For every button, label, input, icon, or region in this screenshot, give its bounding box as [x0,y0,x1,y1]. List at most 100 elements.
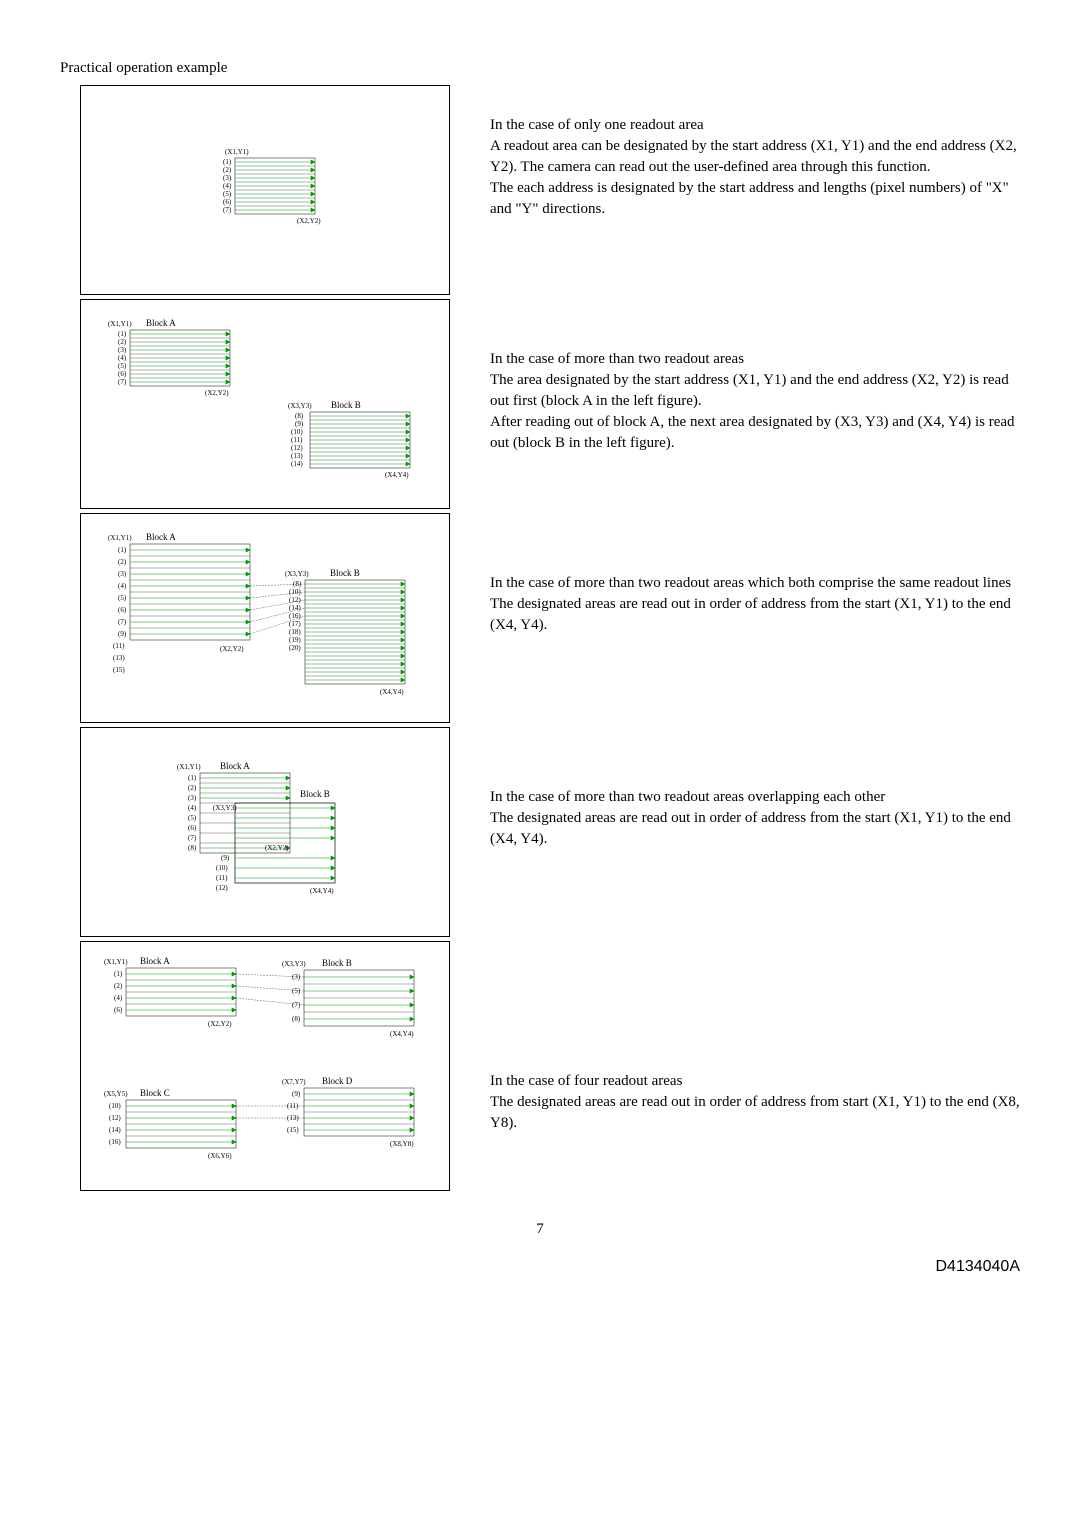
svg-text:(8): (8) [292,1015,301,1023]
doc-code: D4134040A [60,1258,1020,1276]
svg-text:(X3,Y3): (X3,Y3) [282,960,306,968]
svg-text:(1): (1) [118,546,127,554]
svg-text:(13): (13) [113,654,125,662]
svg-text:(13): (13) [287,1114,299,1122]
svg-text:(8): (8) [295,412,304,420]
svg-text:(1): (1) [114,970,123,978]
svg-text:(3): (3) [223,174,232,182]
diagram-2: (X1,Y1) Block A (1)(2)(3)(4)(5)(6)(7) (X… [80,299,450,509]
svg-text:(7): (7) [292,1001,301,1009]
desc-2-title: In the case of more than two readout are… [490,349,1020,370]
svg-text:(X3,Y3): (X3,Y3) [285,570,309,578]
svg-text:(1): (1) [188,774,197,782]
svg-text:(X2,Y2): (X2,Y2) [208,1020,232,1028]
desc-2-body: The area designated by the start address… [490,370,1020,454]
row-4: (X1,Y1) Block A (1)(2)(3)(4)(5)(6)(7)(8)… [60,727,1020,937]
desc-5: In the case of four readout areas The de… [490,941,1020,1134]
diagram-5: (X1,Y1) Block A (1) (2) (4) (6) (X2,Y2) (X3… [80,941,450,1191]
svg-text:(16): (16) [109,1138,121,1146]
svg-text:(X5,Y5): (X5,Y5) [104,1090,128,1098]
svg-text:Block B: Block B [300,789,330,799]
row-1: (X1,Y1) (1)(2)(3)(4)(5)(6)(7) (X2,Y2) In… [60,85,1020,295]
svg-text:Block D: Block D [322,1076,353,1086]
svg-text:(9): (9) [118,630,127,638]
svg-text:Block B: Block B [331,400,361,410]
svg-text:(8): (8) [188,844,197,852]
desc-5-title: In the case of four readout areas [490,1071,1020,1092]
svg-text:(X8,Y8): (X8,Y8) [390,1140,414,1148]
svg-text:(13): (13) [291,452,303,460]
svg-text:(X1,Y1): (X1,Y1) [108,534,132,542]
svg-text:(11): (11) [216,874,228,882]
svg-text:(7): (7) [188,834,197,842]
svg-text:(4): (4) [223,182,232,190]
svg-text:(10): (10) [216,864,228,872]
svg-text:Block A: Block A [146,318,176,328]
diagram-1-svg: (X1,Y1) (1)(2)(3)(4)(5)(6)(7) (X2,Y2) [165,130,365,250]
desc-1-title: In the case of only one readout area [490,115,1020,136]
svg-text:(6): (6) [114,1006,123,1014]
svg-text:(16): (16) [289,612,301,620]
svg-text:Block A: Block A [140,956,170,966]
svg-text:(X1,Y1): (X1,Y1) [177,763,201,771]
svg-text:(9): (9) [295,420,304,428]
svg-text:(11): (11) [287,1102,299,1110]
desc-3-body: The designated areas are read out in ord… [490,594,1020,636]
svg-text:(5): (5) [223,190,232,198]
svg-text:(10): (10) [289,588,301,596]
svg-text:(X2,Y2): (X2,Y2) [297,217,321,225]
svg-text:(17): (17) [289,620,301,628]
svg-text:(X2,Y2): (X2,Y2) [205,389,229,397]
svg-text:(5): (5) [292,987,301,995]
svg-text:(6): (6) [118,606,127,614]
svg-text:(5): (5) [118,594,127,602]
svg-text:(3): (3) [118,346,127,354]
svg-text:(5): (5) [188,814,197,822]
svg-text:(12): (12) [109,1114,121,1122]
svg-text:(7): (7) [118,618,127,626]
svg-text:(X3,Y3): (X3,Y3) [288,402,312,410]
svg-text:(12): (12) [289,596,301,604]
svg-text:(2): (2) [188,784,197,792]
page-number: 7 [60,1221,1020,1238]
svg-text:(4): (4) [118,354,127,362]
diagram-4: (X1,Y1) Block A (1)(2)(3)(4)(5)(6)(7)(8)… [80,727,450,937]
desc-5-body: The designated areas are read out in ord… [490,1092,1020,1134]
svg-text:(X3,Y3): (X3,Y3) [213,804,237,812]
row-5: (X1,Y1) Block A (1) (2) (4) (6) (X2,Y2) (X3… [60,941,1020,1191]
svg-text:(10): (10) [109,1102,121,1110]
diagram-3-svg: (X1,Y1) Block A (1)(2)(3)(4)(5)(6)(7)(9)… [90,518,440,718]
svg-text:(1): (1) [223,158,232,166]
svg-text:(7): (7) [223,206,232,214]
svg-text:(X2,Y2): (X2,Y2) [220,645,244,653]
svg-text:(X1,Y1): (X1,Y1) [104,958,128,966]
diagram-5-svg: (X1,Y1) Block A (1) (2) (4) (6) (X2,Y2) (X3… [90,946,440,1186]
desc-4: In the case of more than two readout are… [490,727,1020,850]
svg-text:(4): (4) [118,582,127,590]
svg-text:Block B: Block B [322,958,352,968]
svg-text:(12): (12) [291,444,303,452]
desc-1-body: A readout area can be designated by the … [490,136,1020,220]
svg-text:(14): (14) [291,460,303,468]
svg-text:Block A: Block A [146,532,176,542]
svg-text:(4): (4) [114,994,123,1002]
diagram-3: (X1,Y1) Block A (1)(2)(3)(4)(5)(6)(7)(9)… [80,513,450,723]
svg-text:(9): (9) [292,1090,301,1098]
svg-text:(2): (2) [114,982,123,990]
svg-text:(18): (18) [289,628,301,636]
svg-text:(X1,Y1): (X1,Y1) [225,148,249,156]
svg-text:(X4,Y4): (X4,Y4) [385,471,409,479]
svg-text:(X7,Y7): (X7,Y7) [282,1078,306,1086]
svg-text:(20): (20) [289,644,301,652]
svg-text:(X1,Y1): (X1,Y1) [108,320,132,328]
heading: Practical operation example [60,60,1020,77]
svg-text:(3): (3) [118,570,127,578]
svg-text:Block A: Block A [220,761,250,771]
svg-text:(9): (9) [221,854,230,862]
svg-text:(2): (2) [118,338,127,346]
desc-1: In the case of only one readout area A r… [490,85,1020,220]
svg-text:(8): (8) [293,580,302,588]
desc-4-body: The designated areas are read out in ord… [490,808,1020,850]
svg-text:(6): (6) [118,370,127,378]
svg-text:(7): (7) [118,378,127,386]
